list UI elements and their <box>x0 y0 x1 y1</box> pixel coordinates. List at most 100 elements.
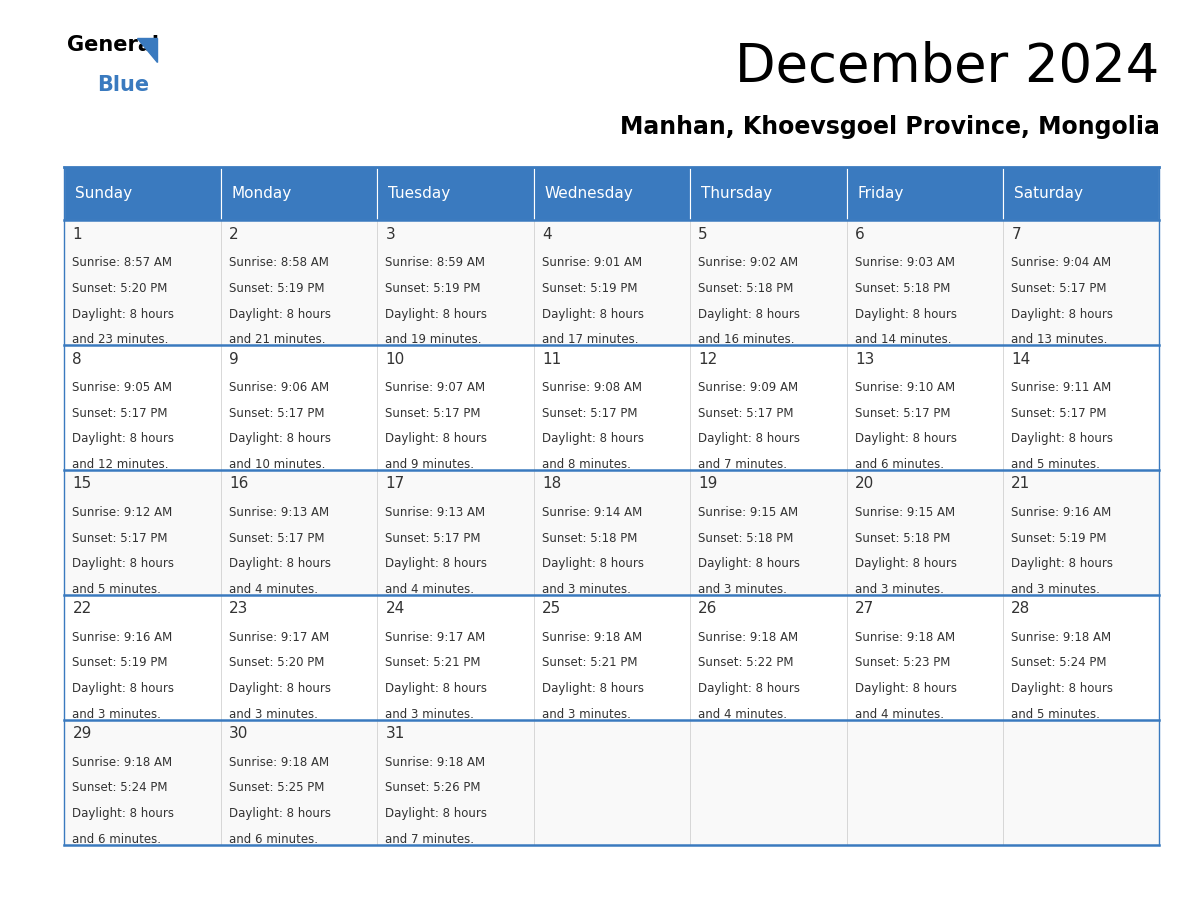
Text: Sunset: 5:19 PM: Sunset: 5:19 PM <box>229 282 324 295</box>
Text: and 4 minutes.: and 4 minutes. <box>385 583 474 596</box>
Text: Sunset: 5:17 PM: Sunset: 5:17 PM <box>229 407 324 420</box>
Text: Sunrise: 9:14 AM: Sunrise: 9:14 AM <box>542 506 643 519</box>
Text: Daylight: 8 hours: Daylight: 8 hours <box>72 682 175 695</box>
Text: Daylight: 8 hours: Daylight: 8 hours <box>1011 682 1113 695</box>
Text: 12: 12 <box>699 352 718 366</box>
Text: Daylight: 8 hours: Daylight: 8 hours <box>229 432 331 445</box>
Text: Sunset: 5:24 PM: Sunset: 5:24 PM <box>1011 656 1107 669</box>
Text: Monday: Monday <box>232 186 291 201</box>
Text: 16: 16 <box>229 476 248 491</box>
Text: Friday: Friday <box>858 186 904 201</box>
FancyBboxPatch shape <box>221 345 377 470</box>
Text: Sunset: 5:17 PM: Sunset: 5:17 PM <box>699 407 794 420</box>
Text: Daylight: 8 hours: Daylight: 8 hours <box>699 432 801 445</box>
Text: General: General <box>67 35 158 55</box>
Text: Sunrise: 8:57 AM: Sunrise: 8:57 AM <box>72 256 172 269</box>
Text: Sunset: 5:17 PM: Sunset: 5:17 PM <box>1011 407 1107 420</box>
Text: Sunset: 5:23 PM: Sunset: 5:23 PM <box>855 656 950 669</box>
FancyBboxPatch shape <box>533 220 690 345</box>
Text: and 9 minutes.: and 9 minutes. <box>385 458 474 471</box>
Text: and 21 minutes.: and 21 minutes. <box>229 333 326 346</box>
Text: Daylight: 8 hours: Daylight: 8 hours <box>385 682 487 695</box>
Text: Sunset: 5:17 PM: Sunset: 5:17 PM <box>385 532 481 544</box>
Text: Sunset: 5:17 PM: Sunset: 5:17 PM <box>229 532 324 544</box>
Text: Sunday: Sunday <box>75 186 132 201</box>
FancyBboxPatch shape <box>221 167 377 220</box>
Text: Sunrise: 9:17 AM: Sunrise: 9:17 AM <box>229 631 329 644</box>
Text: Sunset: 5:26 PM: Sunset: 5:26 PM <box>385 781 481 794</box>
Text: and 6 minutes.: and 6 minutes. <box>72 833 162 845</box>
Text: and 3 minutes.: and 3 minutes. <box>385 708 474 721</box>
Text: 25: 25 <box>542 601 561 616</box>
FancyBboxPatch shape <box>533 720 690 845</box>
Text: 13: 13 <box>855 352 874 366</box>
Text: Daylight: 8 hours: Daylight: 8 hours <box>229 807 331 820</box>
Polygon shape <box>137 38 157 62</box>
FancyBboxPatch shape <box>64 470 221 595</box>
FancyBboxPatch shape <box>377 595 533 720</box>
Text: Daylight: 8 hours: Daylight: 8 hours <box>385 308 487 320</box>
Text: 17: 17 <box>385 476 405 491</box>
FancyBboxPatch shape <box>1003 220 1159 345</box>
Text: and 5 minutes.: and 5 minutes. <box>1011 458 1100 471</box>
Text: 21: 21 <box>1011 476 1030 491</box>
Text: and 13 minutes.: and 13 minutes. <box>1011 333 1107 346</box>
Text: Daylight: 8 hours: Daylight: 8 hours <box>72 807 175 820</box>
Text: Sunset: 5:17 PM: Sunset: 5:17 PM <box>1011 282 1107 295</box>
Text: Sunset: 5:18 PM: Sunset: 5:18 PM <box>699 282 794 295</box>
Text: 30: 30 <box>229 726 248 741</box>
Text: and 17 minutes.: and 17 minutes. <box>542 333 638 346</box>
FancyBboxPatch shape <box>847 470 1003 595</box>
Text: Sunset: 5:18 PM: Sunset: 5:18 PM <box>855 532 950 544</box>
FancyBboxPatch shape <box>1003 470 1159 595</box>
Text: 1: 1 <box>72 227 82 241</box>
FancyBboxPatch shape <box>377 720 533 845</box>
FancyBboxPatch shape <box>690 595 847 720</box>
Text: Sunrise: 9:18 AM: Sunrise: 9:18 AM <box>855 631 955 644</box>
Text: Daylight: 8 hours: Daylight: 8 hours <box>542 308 644 320</box>
FancyBboxPatch shape <box>533 167 690 220</box>
Text: Sunset: 5:17 PM: Sunset: 5:17 PM <box>855 407 950 420</box>
Text: Sunset: 5:21 PM: Sunset: 5:21 PM <box>542 656 638 669</box>
Text: Sunset: 5:18 PM: Sunset: 5:18 PM <box>542 532 637 544</box>
Text: Daylight: 8 hours: Daylight: 8 hours <box>542 682 644 695</box>
Text: Manhan, Khoevsgoel Province, Mongolia: Manhan, Khoevsgoel Province, Mongolia <box>620 115 1159 139</box>
Text: Sunrise: 9:17 AM: Sunrise: 9:17 AM <box>385 631 486 644</box>
Text: 8: 8 <box>72 352 82 366</box>
Text: 29: 29 <box>72 726 91 741</box>
Text: Tuesday: Tuesday <box>387 186 450 201</box>
Text: and 3 minutes.: and 3 minutes. <box>1011 583 1100 596</box>
Text: Daylight: 8 hours: Daylight: 8 hours <box>229 557 331 570</box>
Text: Sunset: 5:19 PM: Sunset: 5:19 PM <box>385 282 481 295</box>
Text: 10: 10 <box>385 352 405 366</box>
Text: Sunset: 5:17 PM: Sunset: 5:17 PM <box>542 407 638 420</box>
Text: and 6 minutes.: and 6 minutes. <box>855 458 943 471</box>
FancyBboxPatch shape <box>847 220 1003 345</box>
Text: Thursday: Thursday <box>701 186 772 201</box>
Text: 18: 18 <box>542 476 561 491</box>
Text: and 7 minutes.: and 7 minutes. <box>699 458 788 471</box>
Text: Sunrise: 8:59 AM: Sunrise: 8:59 AM <box>385 256 486 269</box>
Text: 3: 3 <box>385 227 396 241</box>
Text: Sunrise: 9:04 AM: Sunrise: 9:04 AM <box>1011 256 1112 269</box>
Text: Daylight: 8 hours: Daylight: 8 hours <box>699 557 801 570</box>
Text: Sunrise: 9:13 AM: Sunrise: 9:13 AM <box>385 506 486 519</box>
Text: Sunrise: 9:09 AM: Sunrise: 9:09 AM <box>699 381 798 394</box>
Text: Daylight: 8 hours: Daylight: 8 hours <box>855 682 956 695</box>
Text: 9: 9 <box>229 352 239 366</box>
FancyBboxPatch shape <box>847 345 1003 470</box>
FancyBboxPatch shape <box>64 595 221 720</box>
Text: Sunrise: 9:16 AM: Sunrise: 9:16 AM <box>72 631 172 644</box>
Text: 28: 28 <box>1011 601 1030 616</box>
Text: and 7 minutes.: and 7 minutes. <box>385 833 474 845</box>
Text: Sunrise: 9:11 AM: Sunrise: 9:11 AM <box>1011 381 1112 394</box>
Text: 7: 7 <box>1011 227 1020 241</box>
FancyBboxPatch shape <box>1003 167 1159 220</box>
Text: Sunset: 5:21 PM: Sunset: 5:21 PM <box>385 656 481 669</box>
Text: Daylight: 8 hours: Daylight: 8 hours <box>385 807 487 820</box>
Text: Daylight: 8 hours: Daylight: 8 hours <box>385 432 487 445</box>
FancyBboxPatch shape <box>377 167 533 220</box>
FancyBboxPatch shape <box>1003 720 1159 845</box>
Text: Sunset: 5:20 PM: Sunset: 5:20 PM <box>72 282 168 295</box>
Text: and 4 minutes.: and 4 minutes. <box>699 708 788 721</box>
